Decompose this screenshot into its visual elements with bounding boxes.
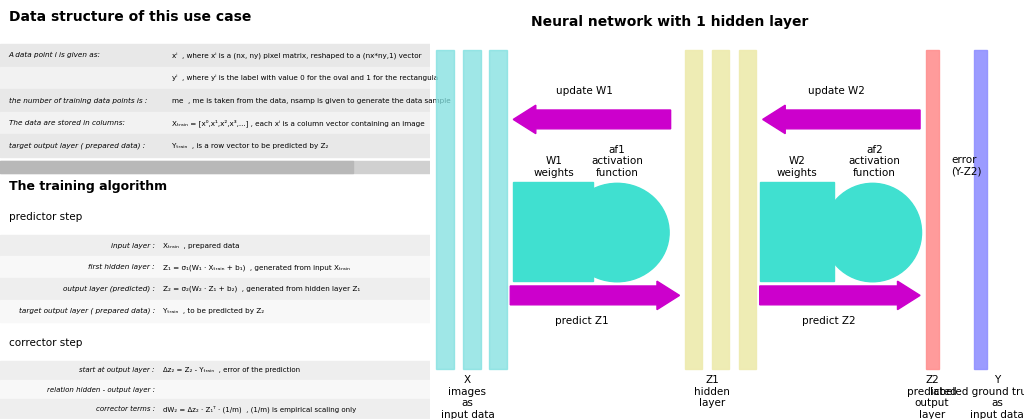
Text: af1
activation
function: af1 activation function	[591, 145, 643, 178]
Text: Δz₂ = Z₂ - Yₜᵣₐᵢₙ  , error of the prediction: Δz₂ = Z₂ - Yₜᵣₐᵢₙ , error of the predict…	[164, 367, 301, 373]
Text: error
(Y-Z2): error (Y-Z2)	[951, 155, 982, 176]
Text: Yₜᵣₐᵢₙ  , is a row vector to be predicted by Z₂: Yₜᵣₐᵢₙ , is a row vector to be predicted…	[172, 143, 329, 149]
Text: update W2: update W2	[809, 86, 865, 96]
Text: Z1
hidden
layer: Z1 hidden layer	[694, 375, 730, 408]
Bar	[739, 50, 756, 369]
Bar	[760, 182, 834, 281]
Bar	[0, 89, 430, 112]
Text: Z2
predicted
output
layer: Z2 predicted output layer	[907, 375, 956, 419]
Bar	[685, 50, 702, 369]
Text: Xₜᵣₐᵢₙ = [x⁰,x¹,x²,x³,...] , each xⁱ is a column vector containing an image: Xₜᵣₐᵢₙ = [x⁰,x¹,x²,x³,...] , each xⁱ is …	[172, 119, 425, 127]
Text: dW₂ = Δz₂ · Z₁ᵀ · (1/m)  , (1/m) is empirical scaling only: dW₂ = Δz₂ · Z₁ᵀ · (1/m) , (1/m) is empir…	[164, 405, 356, 413]
Text: The data are stored in columns:: The data are stored in columns:	[8, 120, 125, 126]
Ellipse shape	[565, 183, 669, 282]
Bar	[926, 50, 939, 369]
Text: af2
activation
function: af2 activation function	[849, 145, 900, 178]
Bar	[0, 399, 430, 419]
Text: input layer :: input layer :	[111, 243, 155, 248]
Bar	[0, 161, 352, 173]
Bar	[713, 50, 729, 369]
Ellipse shape	[823, 183, 922, 282]
Text: predict Z1: predict Z1	[555, 316, 608, 326]
Bar	[974, 50, 986, 369]
Text: Yₜᵣₐᵢₙ  , to be predicted by Z₂: Yₜᵣₐᵢₙ , to be predicted by Z₂	[164, 308, 264, 314]
Text: corrector step: corrector step	[8, 338, 82, 348]
Bar	[0, 256, 430, 278]
Bar	[0, 44, 430, 67]
Text: predictor step: predictor step	[8, 212, 82, 222]
Bar	[489, 50, 507, 369]
Text: predict Z2: predict Z2	[803, 316, 856, 326]
Text: start at output layer :: start at output layer :	[80, 367, 155, 373]
FancyArrow shape	[763, 105, 921, 134]
Bar	[0, 161, 430, 173]
Text: Data structure of this use case: Data structure of this use case	[8, 10, 251, 24]
FancyArrow shape	[510, 281, 680, 310]
Text: relation hidden - output layer :: relation hidden - output layer :	[47, 387, 155, 393]
Text: update W1: update W1	[556, 86, 613, 96]
Text: Xₜᵣₐᵢₙ  , prepared data: Xₜᵣₐᵢₙ , prepared data	[164, 243, 240, 248]
Text: yⁱ  , where yⁱ is the label with value 0 for the oval and 1 for the rectangula: yⁱ , where yⁱ is the label with value 0 …	[172, 75, 438, 81]
Text: A data point i is given as:: A data point i is given as:	[8, 52, 100, 58]
Text: W1
weights: W1 weights	[534, 156, 574, 178]
Bar	[0, 112, 430, 134]
Text: The training algorithm: The training algorithm	[8, 180, 167, 193]
Text: Z₂ = σ₂(W₂ · Z₁ + b₂)  , generated from hidden layer Z₁: Z₂ = σ₂(W₂ · Z₁ + b₂) , generated from h…	[164, 286, 360, 292]
Text: corrector terms :: corrector terms :	[95, 406, 155, 412]
Text: Y
labeled ground truth data
as
input data: Y labeled ground truth data as input dat…	[930, 375, 1024, 419]
Text: Z₁ = σ₁(W₁ · Xₜᵣₐᵢₙ + b₁)  , generated from input Xₜᵣₐᵢₙ: Z₁ = σ₁(W₁ · Xₜᵣₐᵢₙ + b₁) , generated fr…	[164, 264, 350, 271]
Bar	[513, 182, 594, 281]
Bar	[0, 361, 430, 380]
Bar	[0, 67, 430, 89]
Bar	[0, 134, 430, 157]
Text: target output layer ( prepared data) :: target output layer ( prepared data) :	[8, 142, 144, 149]
Bar	[436, 50, 454, 369]
Bar	[0, 235, 430, 256]
Text: W2
weights: W2 weights	[777, 156, 817, 178]
Text: me  , me is taken from the data, nsamp is given to generate the data sample: me , me is taken from the data, nsamp is…	[172, 98, 451, 103]
Text: xⁱ  , where xⁱ is a (nx, ny) pixel matrix, reshaped to a (nx*ny,1) vector: xⁱ , where xⁱ is a (nx, ny) pixel matrix…	[172, 52, 422, 59]
FancyArrow shape	[760, 281, 921, 310]
Text: Neural network with 1 hidden layer: Neural network with 1 hidden layer	[531, 15, 808, 28]
Bar	[0, 380, 430, 399]
Text: X
images
as
input data: X images as input data	[440, 375, 495, 419]
Text: first hidden layer :: first hidden layer :	[88, 264, 155, 270]
Text: target output layer ( prepared data) :: target output layer ( prepared data) :	[18, 308, 155, 314]
Text: the number of training data points is :: the number of training data points is :	[8, 98, 147, 103]
Bar	[0, 278, 430, 300]
Bar	[463, 50, 480, 369]
FancyArrow shape	[513, 105, 671, 134]
Text: output layer (predicted) :: output layer (predicted) :	[62, 286, 155, 292]
Bar	[0, 300, 430, 322]
